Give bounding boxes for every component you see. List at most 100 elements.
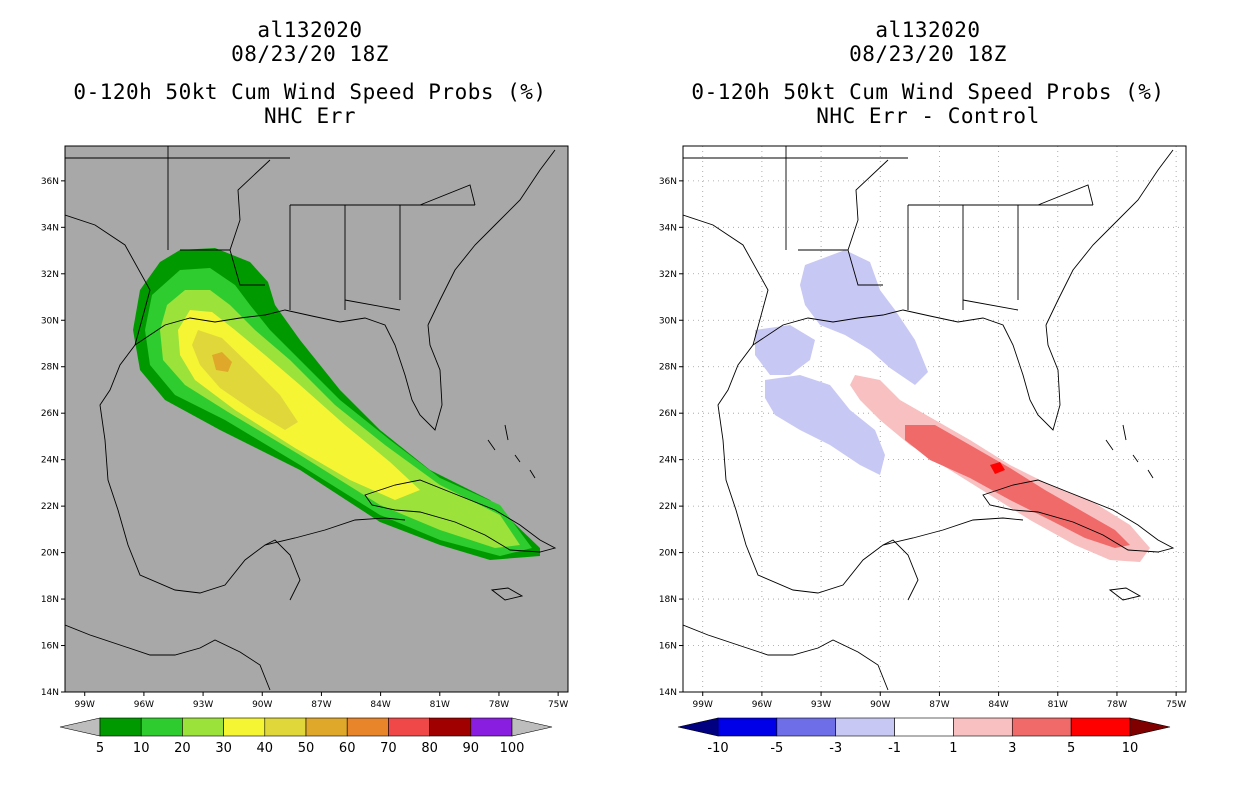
- lat-tick-label: 24N: [41, 456, 59, 466]
- lat-tick-label: 16N: [41, 642, 59, 652]
- lon-tick-label: 87W: [311, 700, 331, 710]
- lon-tick-label: 75W: [1166, 700, 1186, 710]
- colorbar-label: 5: [96, 741, 104, 756]
- neg-area-gulf: [765, 375, 885, 475]
- lon-tick-label: 78W: [1107, 700, 1127, 710]
- lat-tick-label: 14N: [41, 688, 59, 698]
- lon-tick-label: 93W: [193, 700, 213, 710]
- colorbar-label: 80: [421, 741, 438, 756]
- colorbar-swatch: [470, 717, 513, 737]
- left-storm-id: al132020: [257, 18, 363, 42]
- pos-area-inner: [905, 425, 1130, 548]
- colorbar-swatch: [223, 717, 266, 737]
- yucatan: [882, 539, 919, 601]
- state-lines: [65, 146, 476, 311]
- lat-tick-label: 18N: [41, 595, 59, 605]
- colorbar-label: 40: [257, 741, 274, 756]
- lat-tick-label: 34N: [659, 223, 677, 233]
- left-date: 08/23/20 18Z: [231, 42, 389, 66]
- lon-tick-label: 96W: [752, 700, 772, 710]
- gulf-coast-west: [65, 214, 406, 594]
- colorbar-label: 1: [949, 741, 957, 756]
- lon-tick-label: 84W: [988, 700, 1008, 710]
- lat-tick-label: 20N: [41, 549, 59, 559]
- lon-tick-label: 90W: [870, 700, 890, 710]
- left-coastlines: [65, 146, 557, 691]
- left-product: 0-120h 50kt Cum Wind Speed Probs (%): [73, 80, 547, 104]
- colorbar-swatch: [182, 717, 224, 737]
- right-axis-ticks: 99W 96W 93W 90W 87W 84W 81W 78W 75W 14N 16N 18N 20N 2…: [659, 177, 1187, 710]
- colorbar-end-high: [1129, 717, 1171, 737]
- jamaica: [1108, 587, 1142, 601]
- lat-tick-label: 28N: [659, 363, 677, 373]
- lon-tick-label: 87W: [929, 700, 949, 710]
- lon-tick-label: 96W: [134, 700, 154, 710]
- right-map: 99W 96W 93W 90W 87W 84W 81W 78W 75W 14N 16N 18N 20N 2…: [659, 145, 1187, 710]
- colorbar-label: 60: [339, 741, 356, 756]
- right-storm-id: al132020: [875, 18, 981, 42]
- gulf-coast-north: [134, 309, 443, 431]
- colorbar-swatch: [346, 717, 389, 737]
- lon-tick-label: 75W: [548, 700, 568, 710]
- right-colorbar: -10 -5 -3 -1 1 3 5 10: [677, 717, 1171, 756]
- yucatan: [264, 539, 301, 601]
- colorbar-swatch: [776, 717, 837, 737]
- colorbar-end-low: [59, 717, 101, 737]
- lon-tick-label: 78W: [489, 700, 509, 710]
- colorbar-label: -3: [829, 741, 842, 756]
- mexico-border: [65, 624, 271, 691]
- cuba: [364, 479, 557, 553]
- colorbar-label: 70: [380, 741, 397, 756]
- bahamas: [487, 424, 536, 479]
- colorbar-label: 50: [298, 741, 315, 756]
- colorbar-label: 100: [500, 741, 525, 756]
- lon-tick-label: 99W: [693, 700, 713, 710]
- lon-tick-label: 81W: [430, 700, 450, 710]
- right-title-block: al132020 08/23/20 18Z 0-120h 50kt Cum Wi…: [618, 18, 1236, 128]
- colorbar-swatch: [388, 717, 430, 737]
- lat-tick-label: 36N: [41, 177, 59, 187]
- gulf-coast-west: [683, 214, 1024, 594]
- left-title-block: al132020 08/23/20 18Z 0-120h 50kt Cum Wi…: [0, 18, 620, 128]
- colorbar-swatch: [429, 717, 472, 737]
- left-probability-contours: [133, 248, 540, 560]
- lat-tick-label: 16N: [659, 642, 677, 652]
- lat-tick-label: 34N: [41, 223, 59, 233]
- lat-tick-label: 22N: [41, 502, 59, 512]
- pos-area-core: [990, 462, 1005, 474]
- colorbar-label: -10: [707, 741, 728, 756]
- lon-tick-label: 99W: [75, 700, 95, 710]
- gulf-coast-north: [752, 309, 1061, 431]
- state-lines: [683, 146, 1094, 311]
- colorbar-swatch: [835, 717, 895, 737]
- right-date: 08/23/20 18Z: [849, 42, 1007, 66]
- left-colorbar: 5 10 20 30 40 50 60 70 80 90 100: [59, 717, 553, 756]
- colorbar-swatch: [717, 717, 778, 737]
- bahamas: [1105, 424, 1154, 479]
- colorbar-swatch: [99, 717, 142, 737]
- lat-tick-label: 26N: [41, 409, 59, 419]
- lon-tick-label: 81W: [1048, 700, 1068, 710]
- lat-tick-label: 36N: [659, 177, 677, 187]
- colorbar-swatch: [1011, 717, 1072, 737]
- colorbar-label: 20: [174, 741, 191, 756]
- colorbar-swatch: [264, 717, 307, 737]
- mexico-border: [683, 624, 889, 691]
- colorbar-label: 5: [1067, 741, 1075, 756]
- lat-tick-label: 14N: [659, 688, 677, 698]
- right-product: 0-120h 50kt Cum Wind Speed Probs (%): [691, 80, 1165, 104]
- lat-tick-label: 30N: [41, 316, 59, 326]
- colorbar-label: -1: [888, 741, 901, 756]
- neg-area-west: [755, 325, 815, 375]
- colorbar-swatch: [894, 717, 954, 737]
- colorbar-label: 10: [133, 741, 150, 756]
- florida-east: [1045, 149, 1174, 326]
- colorbar-label: -5: [770, 741, 783, 756]
- colorbar-swatch: [305, 717, 348, 737]
- lon-tick-label: 84W: [370, 700, 390, 710]
- colorbar-swatch: [140, 717, 183, 737]
- colorbar-label: 3: [1008, 741, 1016, 756]
- lat-tick-label: 32N: [659, 270, 677, 280]
- left-map: 99W 96W 93W 90W 87W 84W 81W 78W 75W 14N 16N 18N 20N 2…: [41, 145, 569, 710]
